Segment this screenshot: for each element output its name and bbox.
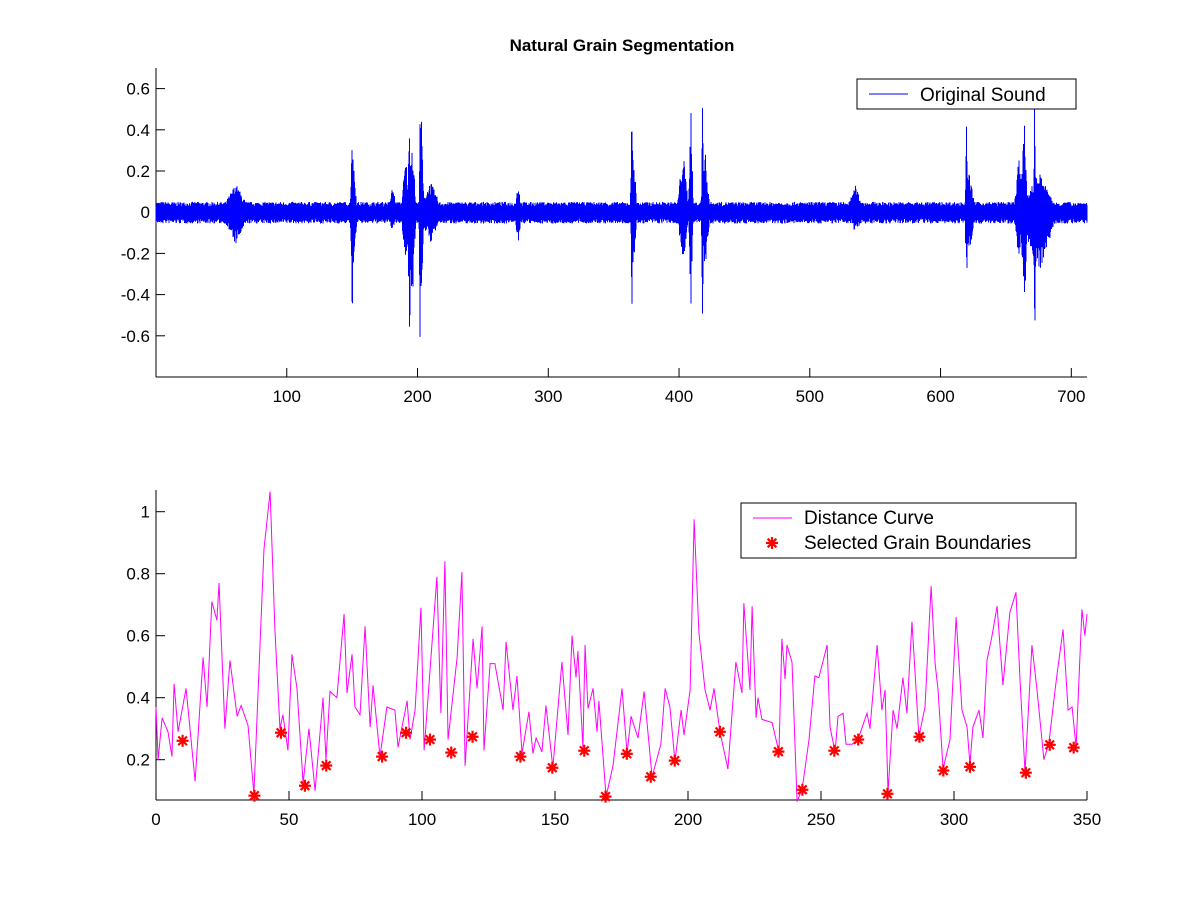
x-tick-label: 700 — [1057, 387, 1085, 406]
asterisk-stroke — [579, 745, 590, 756]
x-tick-label: 350 — [1073, 810, 1101, 829]
asterisk-stroke — [299, 780, 311, 791]
y-tick-label: 1 — [141, 503, 150, 522]
waveform-line — [155, 93, 1088, 337]
grain-boundary-marker — [400, 726, 413, 739]
y-tick-label: 0.6 — [126, 80, 150, 99]
asterisk-stroke — [547, 762, 558, 773]
x-tick-label: 200 — [674, 810, 702, 829]
y-tick-label: -0.4 — [121, 286, 150, 305]
asterisk-stroke — [515, 751, 526, 762]
y-tick-label: 0.2 — [126, 751, 150, 770]
asterisk-stroke — [714, 726, 726, 737]
bottom-axes-distance: 0 50 100 150 200 250 300 350 0.2 0.4 0.6 0.8 1 Distan… — [126, 490, 1101, 829]
x-tick-label: 600 — [926, 387, 954, 406]
asterisk-stroke — [1044, 739, 1055, 750]
grain-boundary-marker — [546, 761, 559, 774]
asterisk-stroke — [377, 751, 388, 762]
grain-boundary-marker — [796, 783, 809, 796]
asterisk-stroke — [797, 784, 808, 795]
x-tick-label: 50 — [280, 810, 299, 829]
asterisk-stroke — [446, 747, 457, 758]
top-axes-waveform: 100 200 300 400 500 600 700 0.6 0.4 0.2 0 -0.2 -0.4 -… — [121, 36, 1088, 406]
y-tick-label: 0.4 — [126, 121, 150, 140]
asterisk-stroke — [853, 734, 864, 745]
grain-boundary-marker — [248, 789, 261, 802]
x-tick-label: 300 — [534, 387, 562, 406]
grain-boundary-marker — [937, 764, 950, 777]
grain-boundary-marker — [668, 754, 681, 767]
asterisk-stroke — [400, 727, 412, 738]
chart-title: Natural Grain Segmentation — [510, 36, 735, 55]
grain-boundary-marker — [578, 744, 591, 757]
grain-boundary-marker — [376, 750, 389, 763]
grain-boundary-marker — [599, 790, 612, 803]
asterisk-stroke — [249, 790, 260, 801]
grain-boundary-marker — [772, 745, 785, 758]
asterisk-stroke — [321, 760, 332, 771]
y-tick-label: -0.6 — [121, 327, 150, 346]
x-tick-label: 100 — [273, 387, 301, 406]
grain-boundary-marker — [445, 746, 458, 759]
asterisk-stroke — [669, 755, 680, 766]
grain-boundary-marker — [1043, 738, 1056, 751]
y-tick-label: 0.4 — [126, 689, 150, 708]
asterisk-stroke — [1020, 767, 1031, 778]
x-tick-label: 100 — [408, 810, 436, 829]
grain-boundary-marker — [1067, 741, 1080, 754]
grain-boundary-marker — [713, 725, 726, 738]
distance-curve-line — [155, 491, 1088, 802]
grain-boundary-marker — [881, 787, 894, 800]
asterisk-stroke — [914, 731, 925, 742]
grain-boundary-marker — [1019, 766, 1032, 779]
asterisk-stroke — [275, 727, 287, 738]
grain-boundary-marker — [852, 733, 865, 746]
asterisk-stroke — [773, 746, 784, 757]
grain-boundary-marker — [298, 779, 311, 792]
asterisk-stroke — [467, 731, 478, 742]
y-tick-label: 0.8 — [126, 565, 150, 584]
asterisk-stroke — [938, 765, 949, 776]
grain-boundary-marker — [963, 760, 976, 773]
grain-boundary-marker — [423, 733, 436, 746]
grain-boundary-marker — [176, 734, 189, 747]
asterisk-stroke — [424, 734, 436, 745]
asterisk-stroke — [645, 771, 656, 782]
grain-boundary-marker — [913, 730, 926, 743]
x-tick-label: 150 — [541, 810, 569, 829]
asterisk-stroke — [621, 748, 632, 759]
grain-boundary-marker — [620, 747, 633, 760]
legend-label: Original Sound — [920, 85, 1046, 106]
x-tick-label: 500 — [796, 387, 824, 406]
asterisk-stroke — [964, 761, 976, 772]
grain-boundary-marker — [320, 759, 333, 772]
asterisk-stroke — [829, 745, 840, 756]
x-tick-label: 300 — [940, 810, 968, 829]
grain-boundary-marker — [514, 750, 527, 763]
legend: Original Sound — [856, 78, 1077, 110]
y-tick-label: 0 — [141, 203, 150, 222]
legend-box — [740, 502, 1077, 559]
y-tick-label: 0.2 — [126, 162, 150, 181]
asterisk-stroke — [882, 788, 893, 799]
legend-label: Distance Curve — [804, 508, 934, 529]
grain-boundary-marker — [275, 726, 288, 739]
x-tick-label: 200 — [403, 387, 431, 406]
x-tick-label: 400 — [665, 387, 693, 406]
asterisk-stroke — [177, 735, 188, 746]
x-tick-label: 250 — [807, 810, 835, 829]
y-tick-label: 0.6 — [126, 627, 150, 646]
asterisk-stroke — [600, 791, 611, 802]
grain-boundary-marker — [466, 730, 479, 743]
x-tick-label: 0 — [151, 810, 160, 829]
legend-label: Selected Grain Boundaries — [804, 533, 1031, 554]
asterisk-stroke — [1068, 742, 1079, 753]
legend: Distance Curve Selected Grain Boundaries — [740, 502, 1077, 559]
y-tick-label: -0.2 — [121, 244, 150, 263]
grain-boundary-marker — [644, 770, 657, 783]
grain-boundary-marker — [828, 744, 841, 757]
legend-marker-swatch — [766, 537, 778, 549]
asterisk-stroke — [766, 537, 778, 549]
